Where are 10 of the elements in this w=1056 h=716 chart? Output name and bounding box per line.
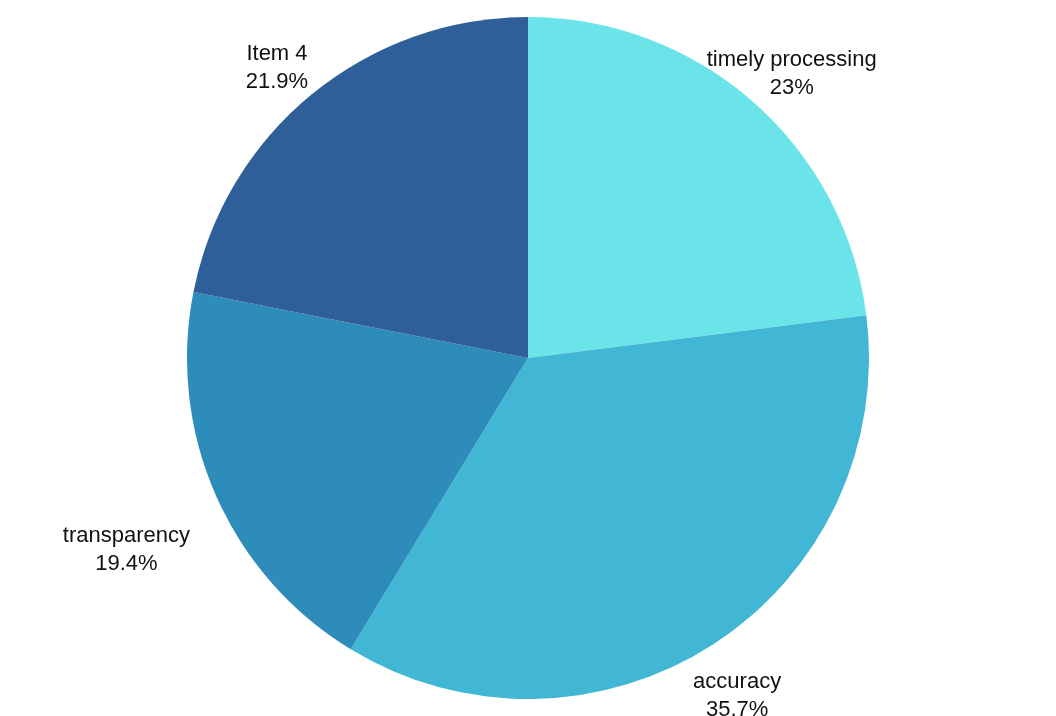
slice-label: transparency bbox=[62, 521, 191, 547]
data-label: 19.4% bbox=[95, 549, 158, 575]
data-label: 21.9% bbox=[245, 67, 309, 93]
data-label: 35.7% bbox=[705, 695, 769, 716]
slice-label: Item 4 bbox=[246, 39, 308, 65]
pie-slice bbox=[193, 17, 528, 358]
data-label: 23% bbox=[769, 73, 814, 99]
slice-label: accuracy bbox=[693, 667, 782, 693]
slice-label: timely processing bbox=[706, 45, 877, 71]
pie-slice bbox=[350, 315, 869, 699]
